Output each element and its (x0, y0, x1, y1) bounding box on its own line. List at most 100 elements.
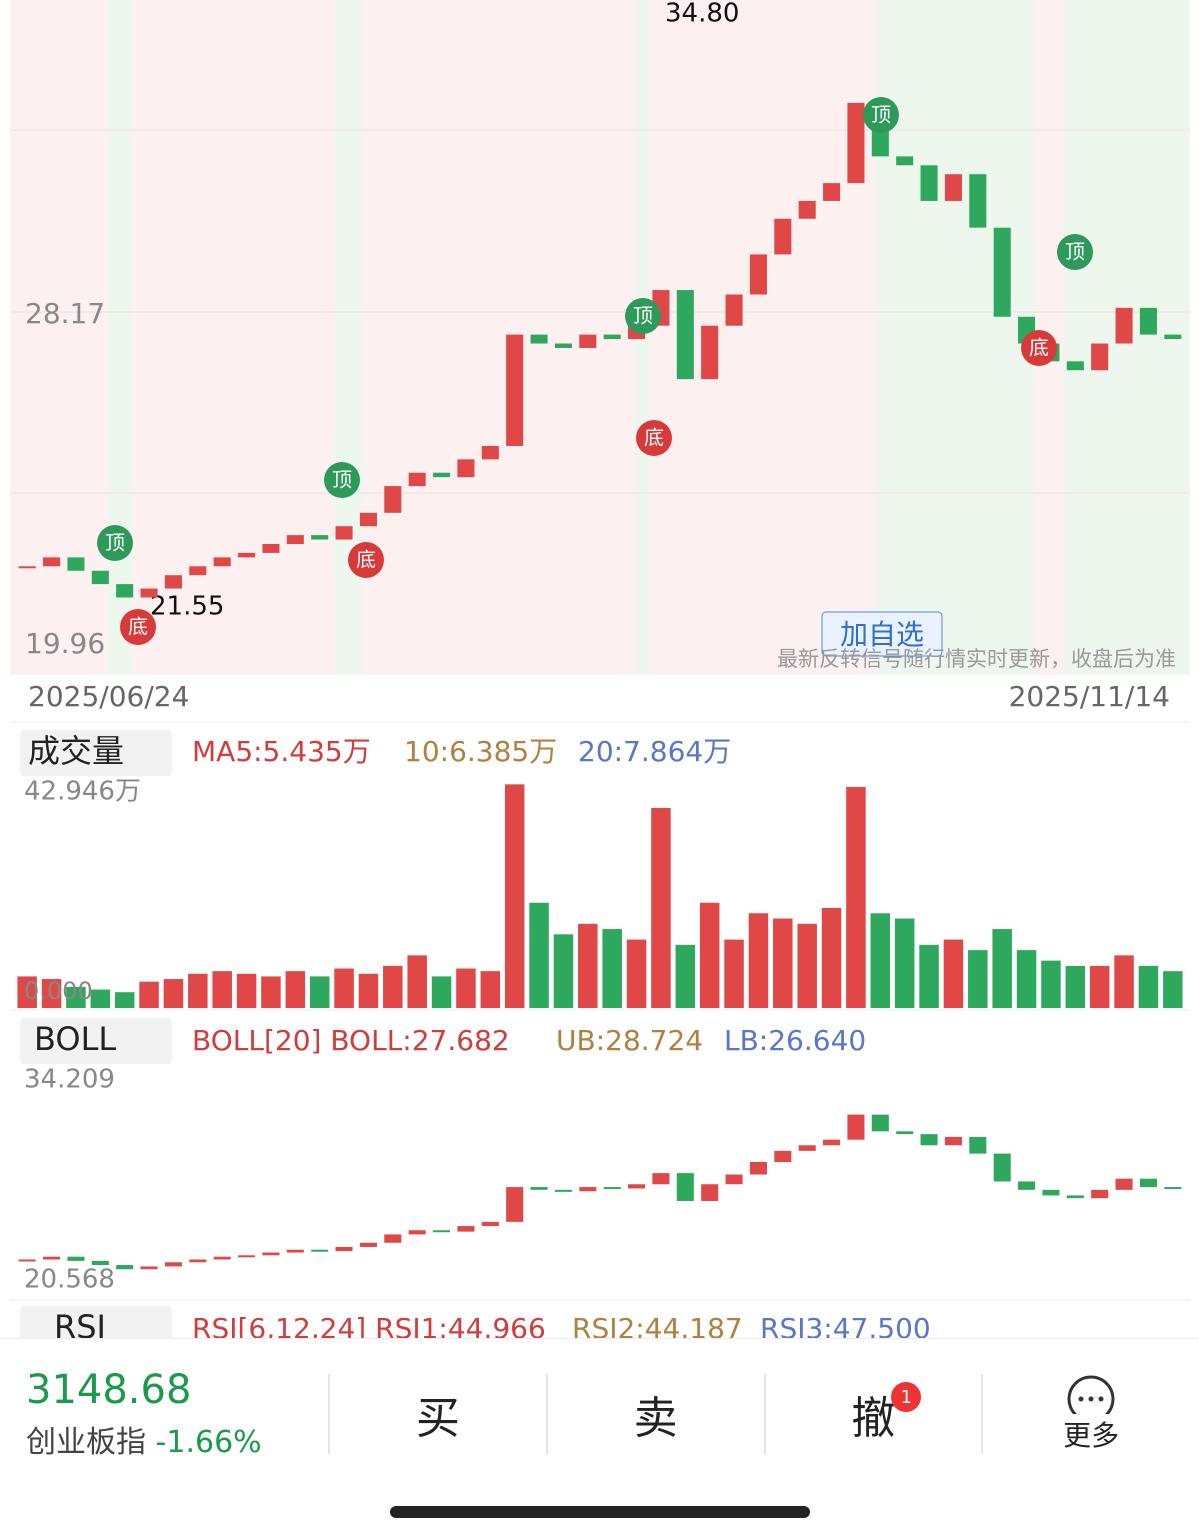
volume-bar (504, 784, 525, 1008)
volume-bar (1089, 965, 1110, 1008)
boll-candle (1139, 1178, 1157, 1188)
boll-candle (43, 1256, 61, 1260)
candle (91, 570, 109, 585)
candle (262, 544, 280, 553)
candle (969, 174, 987, 228)
candle (603, 334, 621, 340)
signal: 底 (128, 615, 148, 639)
volume-bar (407, 955, 427, 1008)
vol-ma5: MA5:5.435万 (192, 735, 371, 768)
boll-candle (335, 1246, 353, 1252)
rsi-3: RSI3:47.500 (760, 1312, 931, 1338)
boll-candle (91, 1260, 109, 1266)
volume-bar (1163, 971, 1183, 1008)
more-cell[interactable]: 更多 (981, 1374, 1199, 1454)
volume-bar (870, 913, 891, 1008)
boll-candle (749, 1161, 767, 1175)
boll-candle (774, 1150, 792, 1162)
candle (993, 227, 1011, 317)
cancel[interactable]: 撤 (851, 1393, 896, 1444)
low-label: 21.55 (150, 592, 224, 622)
candle (1115, 307, 1133, 344)
volume-bar (456, 968, 476, 1008)
vol-max: 42.946万 (24, 777, 141, 807)
more[interactable]: 更多 (1063, 1419, 1120, 1452)
boll-candle (1018, 1181, 1036, 1190)
candle (359, 512, 377, 527)
boll-candle (896, 1131, 914, 1135)
volume-bar (578, 923, 598, 1008)
candle (725, 294, 743, 326)
boll-tab[interactable] (20, 1018, 172, 1064)
signal: 顶 (332, 468, 352, 492)
boll-main: BOLL[20] BOLL:27.682 (192, 1024, 510, 1057)
candle (311, 535, 329, 540)
boll-candle (116, 1265, 134, 1270)
boll-candle (286, 1249, 304, 1253)
volume-bar (894, 918, 915, 1008)
candle (384, 486, 402, 513)
boll-candle (725, 1174, 743, 1185)
volume-bar (236, 973, 257, 1008)
volume-bar (846, 786, 866, 1008)
candle (433, 472, 451, 478)
candle (823, 183, 841, 201)
vol-title[interactable]: 成交量 (28, 732, 124, 770)
candle (506, 334, 524, 446)
volume-bar (480, 971, 501, 1008)
signal-badge (625, 298, 661, 334)
boll-candle (579, 1187, 597, 1192)
boll-candle (262, 1252, 280, 1256)
volume-bar (212, 971, 232, 1008)
signal-badge (1021, 330, 1057, 366)
stripe (108, 0, 132, 675)
signal-badge (97, 525, 133, 561)
volume-bar (919, 944, 939, 1008)
volume-bar (748, 913, 769, 1008)
boll-candle (359, 1242, 377, 1247)
chart: 34.80 28.17 21.55 19.96 加自选 最新反转信号随行情实时更… (10, 0, 1190, 1338)
add-watch[interactable]: 加自选 (840, 618, 924, 651)
candle (164, 575, 182, 589)
vol-tab[interactable] (20, 730, 172, 776)
boll-candle (1115, 1178, 1133, 1190)
boll-title[interactable]: BOLL (34, 1020, 116, 1058)
volume-bar (675, 944, 696, 1008)
boll-candle (189, 1259, 207, 1263)
add-watch-btn[interactable] (821, 611, 943, 657)
signal: 底 (1029, 336, 1049, 360)
candle (774, 218, 792, 255)
vol-ma20: 20:7.864万 (578, 735, 731, 768)
volume-bar (699, 902, 720, 1008)
volume-bar (66, 986, 86, 1008)
boll-candle (408, 1230, 426, 1235)
rsi-title[interactable]: RSI (54, 1308, 106, 1338)
rsi-tab[interactable] (20, 1306, 172, 1338)
note: 最新反转信号随行情实时更新，收盘后为准 (777, 647, 1176, 671)
boll-lb: LB:26.640 (724, 1024, 866, 1057)
boll-candle (384, 1234, 402, 1243)
vol-ma10: 10:6.385万 (404, 735, 557, 768)
boll-candle (993, 1153, 1011, 1182)
volume-bar (651, 808, 671, 1008)
volume-bar (626, 939, 647, 1008)
signal: 底 (644, 426, 664, 450)
candle (189, 566, 207, 576)
boll-candle (847, 1114, 865, 1140)
candle (749, 254, 767, 295)
candle (676, 290, 694, 380)
volume-bar (943, 939, 964, 1008)
volume-bar (261, 976, 281, 1008)
sell[interactable]: 卖 (545, 1374, 764, 1454)
signal-badge (120, 609, 156, 645)
volume-bar (163, 979, 184, 1008)
index-line: 创业板指 -1.66% (26, 1417, 262, 1461)
candle (67, 557, 85, 571)
volume-bar (968, 950, 988, 1008)
candle (1091, 343, 1109, 371)
buy[interactable]: 买 (328, 1374, 546, 1454)
candle (286, 535, 304, 545)
volume-bar (309, 976, 330, 1008)
index-cell[interactable]: 3148.68 创业板指 -1.66% (0, 1367, 328, 1460)
